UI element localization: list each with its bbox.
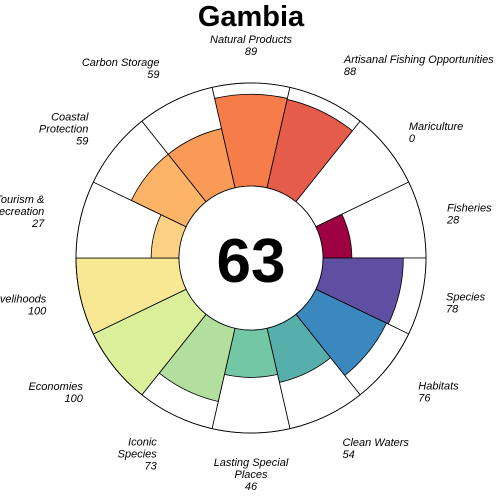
petal-label-fisheries: Fisheries 28 xyxy=(446,202,492,226)
petal-value-tourism-and-recreation: 27 xyxy=(31,218,45,230)
petal-name-artisanal-fishing-opportunities: Artisanal Fishing Opportunities xyxy=(343,54,494,66)
petal-name-carbon-storage: Carbon Storage xyxy=(82,57,160,69)
petal-name-habitats: Habitats xyxy=(418,380,459,392)
petal-value-artisanal-fishing-opportunities: 88 xyxy=(344,66,357,78)
petal-name-iconic-species: Species xyxy=(118,449,158,461)
petal-label-carbon-storage: Carbon Storage 59 xyxy=(82,57,160,81)
petal-name-lasting-special-places: Places xyxy=(234,469,268,481)
petal-label-clean-waters: Clean Waters 54 xyxy=(343,437,410,461)
petal-value-lasting-special-places: 46 xyxy=(245,481,258,493)
petal-name-fisheries: Fisheries xyxy=(447,202,492,214)
center-circle xyxy=(178,185,324,331)
petal-label-iconic-species: Iconic Species 73 xyxy=(118,437,158,473)
petal-name-natural-products: Natural Products xyxy=(210,34,292,46)
petal-value-fisheries: 28 xyxy=(446,214,460,226)
petal-value-species: 78 xyxy=(446,304,459,316)
petal-name-tourism-and-recreation: Recreation xyxy=(0,206,44,218)
petal-name-iconic-species: Iconic xyxy=(128,437,157,449)
petal-name-lasting-special-places: Lasting Special xyxy=(214,457,289,469)
petal-value-economies: 100 xyxy=(65,393,84,405)
petal-name-coastal-protection: Coastal xyxy=(51,111,89,123)
petal-label-coastal-protection: Coastal Protection 59 xyxy=(39,111,89,147)
petal-label-livelihoods: Livelihoods100 xyxy=(0,294,47,318)
petal-label-habitats: Habitats 76 xyxy=(418,380,459,404)
petal-label-mariculture: Mariculture 0 xyxy=(409,121,463,145)
petal-label-economies: Economies 100 xyxy=(28,381,83,405)
petal-label-tourism-and-recreation: Tourism &Recreation27 xyxy=(0,194,45,230)
outer-circle xyxy=(75,82,427,434)
petal-name-livelihoods: Livelihoods xyxy=(0,294,47,306)
petal-name-coastal-protection: Protection xyxy=(39,123,89,135)
petal-label-natural-products: Natural Products 89 xyxy=(210,34,292,58)
petal-name-economies: Economies xyxy=(28,381,83,393)
chart-title: Gambia xyxy=(198,1,305,33)
petal-label-lasting-special-places: Lasting Special Places 46 xyxy=(214,457,289,493)
petal-value-livelihoods: 100 xyxy=(28,306,47,318)
overall-score: 63 xyxy=(217,227,286,296)
petal-value-natural-products: 89 xyxy=(245,46,257,58)
petal-value-carbon-storage: 59 xyxy=(147,69,159,81)
petal-value-clean-waters: 54 xyxy=(343,449,355,461)
petal-group xyxy=(75,82,427,434)
petal-name-species: Species xyxy=(446,292,486,304)
petal-value-coastal-protection: 59 xyxy=(76,135,88,147)
petal-value-iconic-species: 73 xyxy=(145,461,158,473)
petal-label-species: Species 78 xyxy=(446,292,486,316)
label-group: Natural Products 89 Artisanal Fishing Oppo… xyxy=(0,34,494,493)
petal-name-clean-waters: Clean Waters xyxy=(343,437,410,449)
petal-name-tourism-and-recreation: Tourism & xyxy=(0,194,44,206)
petal-label-artisanal-fishing-opportunities: Artisanal Fishing Opportunities 88 xyxy=(343,54,494,78)
petal-value-habitats: 76 xyxy=(418,392,431,404)
petal-name-mariculture: Mariculture xyxy=(409,121,463,133)
petal-value-mariculture: 0 xyxy=(409,133,416,145)
